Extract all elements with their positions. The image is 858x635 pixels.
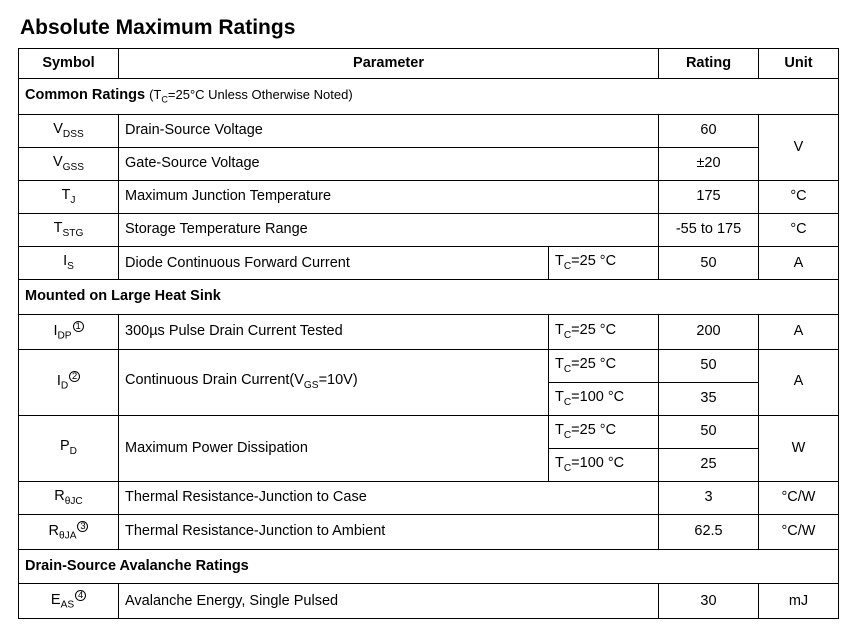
sym-rthjc: RθJC <box>19 481 119 514</box>
row-tj: TJ Maximum Junction Temperature 175 °C <box>19 181 839 214</box>
ratings-table: Symbol Parameter Rating Unit Common Rati… <box>18 48 839 619</box>
unit-v: V <box>759 114 839 180</box>
header-parameter: Parameter <box>119 49 659 79</box>
unit-rthja: °C/W <box>759 514 839 549</box>
sym-pd: PD <box>19 415 119 481</box>
section-heatsink: Mounted on Large Heat Sink <box>19 280 839 314</box>
row-eas: EAS4 Avalanche Energy, Single Pulsed 30 … <box>19 584 839 619</box>
unit-pd: W <box>759 415 839 481</box>
param-tj: Maximum Junction Temperature <box>119 181 659 214</box>
cond-id-2: TC=100 °C <box>549 382 659 415</box>
param-id: Continuous Drain Current(VGS=10V) <box>119 349 549 415</box>
param-tstg: Storage Temperature Range <box>119 214 659 247</box>
rating-rthja: 62.5 <box>659 514 759 549</box>
row-rthjc: RθJC Thermal Resistance-Junction to Case… <box>19 481 839 514</box>
param-idp: 300µs Pulse Drain Current Tested <box>119 314 549 349</box>
sym-id: ID2 <box>19 349 119 415</box>
sym-rthja: RθJA3 <box>19 514 119 549</box>
unit-tstg: °C <box>759 214 839 247</box>
header-unit: Unit <box>759 49 839 79</box>
param-pd: Maximum Power Dissipation <box>119 415 549 481</box>
header-symbol: Symbol <box>19 49 119 79</box>
rating-is: 50 <box>659 247 759 280</box>
cond-idp: TC=25 °C <box>549 314 659 349</box>
sym-idp: IDP1 <box>19 314 119 349</box>
sym-vdss: VDSS <box>19 114 119 147</box>
param-vgss: Gate-Source Voltage <box>119 147 659 180</box>
param-eas: Avalanche Energy, Single Pulsed <box>119 584 659 619</box>
param-rthjc: Thermal Resistance-Junction to Case <box>119 481 659 514</box>
section-common-label: Common Ratings <box>25 87 145 103</box>
sym-tstg: TSTG <box>19 214 119 247</box>
page-title: Absolute Maximum Ratings <box>20 16 840 40</box>
sym-tj: TJ <box>19 181 119 214</box>
section-heatsink-label: Mounted on Large Heat Sink <box>19 280 839 314</box>
sym-eas: EAS4 <box>19 584 119 619</box>
rating-tstg: -55 to 175 <box>659 214 759 247</box>
section-avalanche-label: Drain-Source Avalanche Ratings <box>19 549 839 583</box>
rating-id-2: 35 <box>659 382 759 415</box>
param-rthja: Thermal Resistance-Junction to Ambient <box>119 514 659 549</box>
rating-pd-1: 50 <box>659 415 759 448</box>
rating-vgss: ±20 <box>659 147 759 180</box>
sym-vgss: VGSS <box>19 147 119 180</box>
rating-rthjc: 3 <box>659 481 759 514</box>
section-common: Common Ratings (TC=25°C Unless Otherwise… <box>19 79 839 115</box>
param-is: Diode Continuous Forward Current <box>119 247 549 280</box>
cond-pd-2: TC=100 °C <box>549 448 659 481</box>
row-idp: IDP1 300µs Pulse Drain Current Tested TC… <box>19 314 839 349</box>
section-common-sub: (TC=25°C Unless Otherwise Noted) <box>149 87 353 102</box>
unit-id: A <box>759 349 839 415</box>
unit-rthjc: °C/W <box>759 481 839 514</box>
row-vdss: VDSS Drain-Source Voltage 60 V <box>19 114 839 147</box>
rating-vdss: 60 <box>659 114 759 147</box>
cond-is: TC=25 °C <box>549 247 659 280</box>
rating-id-1: 50 <box>659 349 759 382</box>
rating-eas: 30 <box>659 584 759 619</box>
rating-idp: 200 <box>659 314 759 349</box>
unit-is: A <box>759 247 839 280</box>
param-vdss: Drain-Source Voltage <box>119 114 659 147</box>
unit-idp: A <box>759 314 839 349</box>
row-tstg: TSTG Storage Temperature Range -55 to 17… <box>19 214 839 247</box>
row-pd-1: PD Maximum Power Dissipation TC=25 °C 50… <box>19 415 839 448</box>
cond-pd-1: TC=25 °C <box>549 415 659 448</box>
rating-tj: 175 <box>659 181 759 214</box>
header-rating: Rating <box>659 49 759 79</box>
unit-eas: mJ <box>759 584 839 619</box>
row-id-1: ID2 Continuous Drain Current(VGS=10V) TC… <box>19 349 839 382</box>
cond-id-1: TC=25 °C <box>549 349 659 382</box>
row-vgss: VGSS Gate-Source Voltage ±20 <box>19 147 839 180</box>
sym-is: IS <box>19 247 119 280</box>
row-rthja: RθJA3 Thermal Resistance-Junction to Amb… <box>19 514 839 549</box>
table-header-row: Symbol Parameter Rating Unit <box>19 49 839 79</box>
row-is: IS Diode Continuous Forward Current TC=2… <box>19 247 839 280</box>
unit-tj: °C <box>759 181 839 214</box>
section-avalanche: Drain-Source Avalanche Ratings <box>19 549 839 583</box>
rating-pd-2: 25 <box>659 448 759 481</box>
